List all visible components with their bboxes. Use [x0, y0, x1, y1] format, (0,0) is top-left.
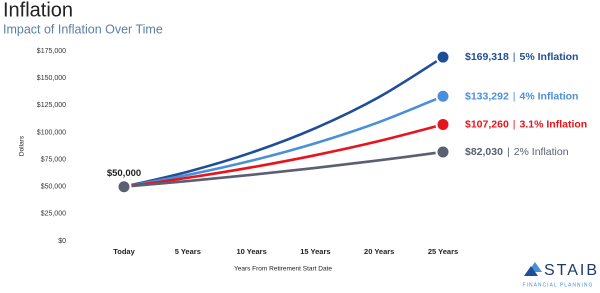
- x-tick-label: Today: [113, 247, 135, 256]
- value-label: $82,030: [465, 146, 503, 158]
- y-tick-label: $25,000: [41, 211, 66, 218]
- chart-title: Inflation: [3, 0, 73, 21]
- label-separator: |: [513, 51, 516, 63]
- data-point: [435, 88, 451, 104]
- legend-entry: 5% Inflation: [520, 51, 579, 63]
- data-point: [435, 117, 451, 133]
- end-label: $82,030 | 2% Inflation: [465, 146, 569, 158]
- x-tick-label: 10 Years: [236, 247, 266, 256]
- legend-entry: 2% Inflation: [514, 146, 569, 158]
- end-label: $169,318 | 5% Inflation: [465, 51, 578, 63]
- y-tick-label: $100,000: [37, 129, 66, 136]
- y-axis-title: Dollars: [19, 135, 26, 156]
- y-tick-label: $50,000: [41, 184, 66, 191]
- y-tick-label: $0: [58, 238, 66, 245]
- value-label: $50,000: [107, 168, 141, 179]
- end-label: $107,260 | 3.1% Inflation: [465, 118, 587, 130]
- logo: STAIB FINANCIAL PLANNING: [523, 262, 599, 288]
- value-label: $133,292: [465, 90, 509, 102]
- x-tick-label: 20 Years: [364, 247, 394, 256]
- series-line: [123, 123, 444, 189]
- logo-name: STAIB: [544, 262, 599, 279]
- series-line: [123, 95, 444, 188]
- series-line: [123, 56, 444, 188]
- y-tick-label: $150,000: [37, 75, 66, 82]
- data-point: [435, 144, 451, 160]
- y-tick-label: $75,000: [41, 156, 66, 163]
- data-point: [116, 179, 132, 195]
- x-tick-label: 25 Years: [428, 247, 458, 256]
- label-separator: |: [513, 118, 516, 130]
- y-tick-label: $125,000: [37, 102, 66, 109]
- legend-entry: 3.1% Inflation: [520, 118, 588, 130]
- logo-tagline: FINANCIAL PLANNING: [523, 282, 594, 288]
- end-label: $133,292 | 4% Inflation: [465, 90, 578, 102]
- y-tick-label: $175,000: [37, 48, 66, 55]
- legend-entry: 4% Inflation: [520, 90, 579, 102]
- series-line: [123, 150, 444, 189]
- data-point: [435, 49, 451, 65]
- label-separator: |: [507, 146, 510, 158]
- x-tick-label: 15 Years: [300, 247, 330, 256]
- value-label: $107,260: [465, 118, 509, 130]
- label-separator: |: [513, 90, 516, 102]
- logo-mark: [524, 266, 538, 276]
- x-axis-title: Years From Retirement Start Date: [234, 266, 332, 273]
- x-tick-label: 5 Years: [175, 247, 201, 256]
- chart-subtitle: Impact of Inflation Over Time: [3, 22, 163, 36]
- value-label: $169,318: [465, 51, 509, 63]
